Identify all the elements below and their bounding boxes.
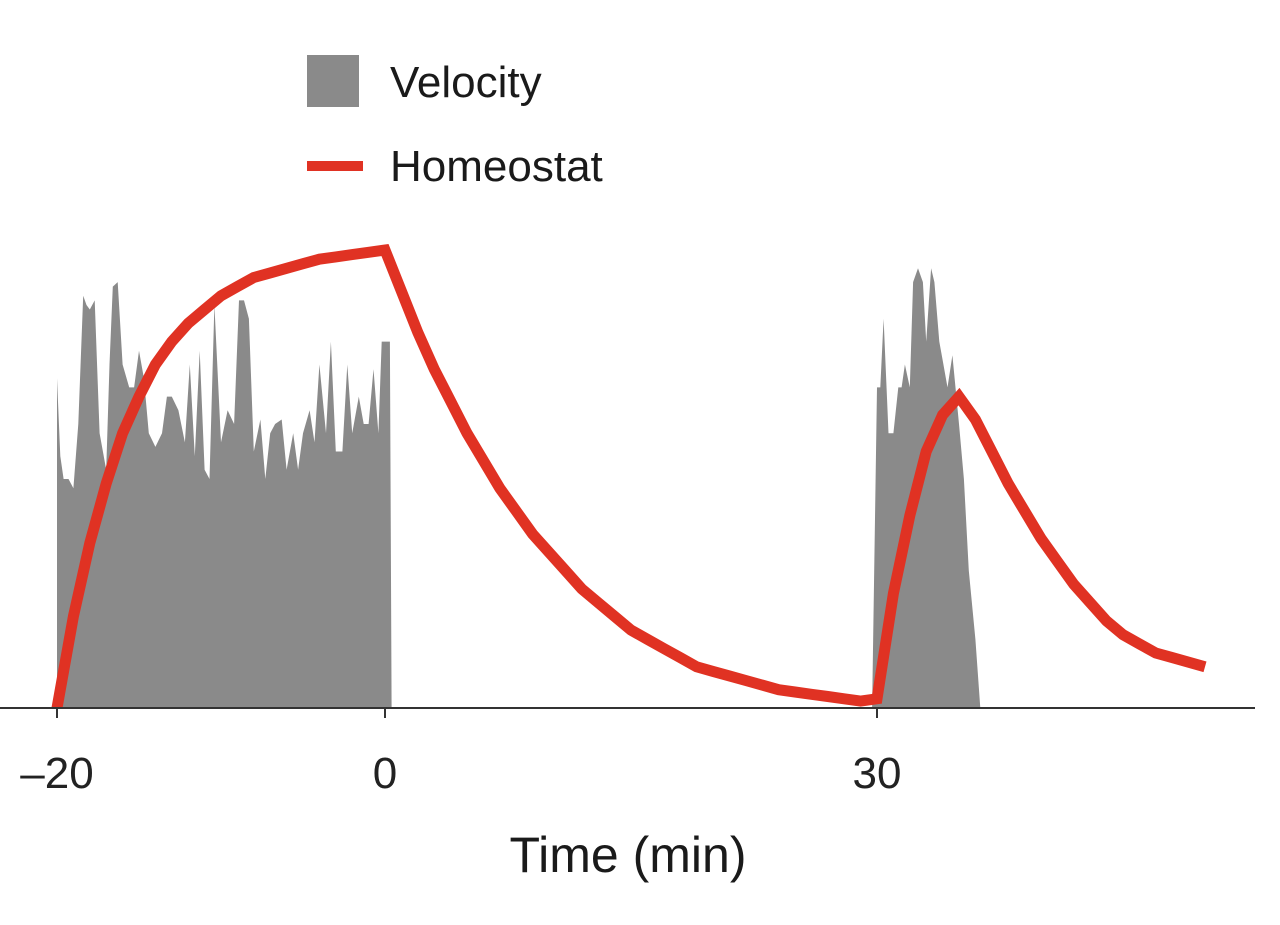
x-tick-label: 30 bbox=[853, 749, 902, 798]
legend-label-velocity: Velocity bbox=[390, 58, 542, 107]
legend-velocity-swatch bbox=[307, 55, 359, 107]
velocity-area-layer bbox=[57, 268, 981, 708]
homeostat-line bbox=[51, 243, 1207, 709]
x-axis-title: Time (min) bbox=[509, 827, 746, 883]
x-tick-label: –20 bbox=[20, 749, 93, 798]
legend-label-homeostat: Homeostat bbox=[390, 142, 603, 191]
x-axis: –20 0 30 bbox=[0, 707, 1255, 798]
homeostat-line-layer bbox=[51, 243, 1207, 709]
legend: Velocity Homeostat bbox=[307, 55, 603, 191]
velocity-area-segment-2 bbox=[872, 268, 981, 708]
x-tick-label: 0 bbox=[373, 749, 397, 798]
